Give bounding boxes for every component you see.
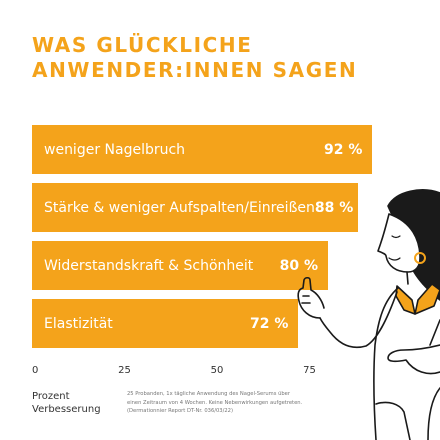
bar-value-label: 72 % — [250, 315, 289, 332]
bar-value-label: 80 % — [279, 257, 318, 274]
footnote-line-3: (Dermationnier Report DT-Nr. 036/03/22) — [127, 408, 233, 414]
bar-1: weniger Nagelbruch 92 % — [32, 125, 373, 174]
title-line-2: ANWENDER:INNEN SAGEN — [32, 58, 358, 82]
title-line-1: WAS GLÜCKLICHE — [32, 33, 253, 57]
x-axis-title-line-2: Verbesserung — [32, 404, 101, 415]
bar-category-label: Widerstandskraft & Schönheit — [44, 257, 254, 274]
x-axis-title-line-1: Prozent — [32, 391, 70, 402]
bar-category-label: weniger Nagelbruch — [44, 141, 186, 158]
bar-value-label: 92 % — [324, 141, 363, 158]
x-tick-label: 75 — [303, 365, 316, 376]
bar-category-label: Elastizität — [44, 315, 113, 332]
bar-4: Elastizität 72 % — [32, 299, 299, 348]
bar-category-label: Stärke & weniger Aufspalten/Einreißen — [44, 199, 315, 216]
x-tick-label: 50 — [210, 365, 224, 376]
x-tick-label: 25 — [118, 365, 131, 376]
x-axis-title: Prozent Verbesserung — [32, 390, 101, 416]
bar-2: Stärke & weniger Aufspalten/Einreißen 88 … — [32, 183, 358, 232]
footnote: 25 Probanden, 1x tägliche Anwendung des … — [127, 390, 342, 416]
page-title: WAS GLÜCKLICHE ANWENDER:INNEN SAGEN — [32, 33, 357, 83]
bar-value-label: 88 % — [314, 199, 354, 216]
footnote-line-1: 25 Probanden, 1x tägliche Anwendung des … — [127, 391, 290, 397]
x-tick-label: 0 — [32, 365, 39, 376]
bar-3: Widerstandskraft & Schönheit 80 % — [32, 241, 328, 290]
footnote-line-2: einen Zeitraum von 4 Wochen. Keine Neben… — [127, 399, 303, 406]
